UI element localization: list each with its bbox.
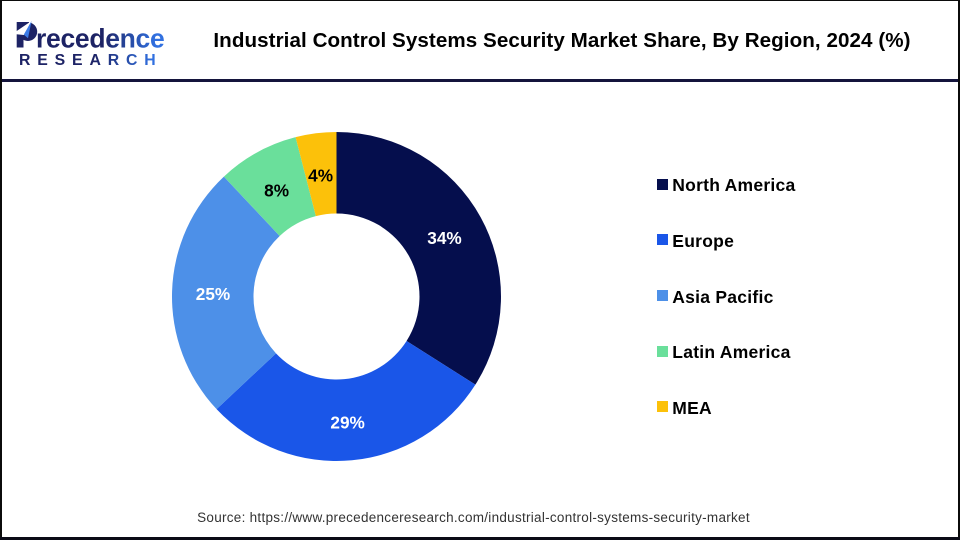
svg-text:RESEARCH: RESEARCH — [19, 52, 163, 69]
svg-text:34%: 34% — [427, 228, 461, 248]
svg-text:4%: 4% — [308, 166, 333, 186]
svg-text:29%: 29% — [330, 412, 364, 432]
svg-text:8%: 8% — [264, 181, 289, 201]
svg-text:recedence: recedence — [36, 24, 164, 54]
svg-text:25%: 25% — [196, 284, 230, 304]
